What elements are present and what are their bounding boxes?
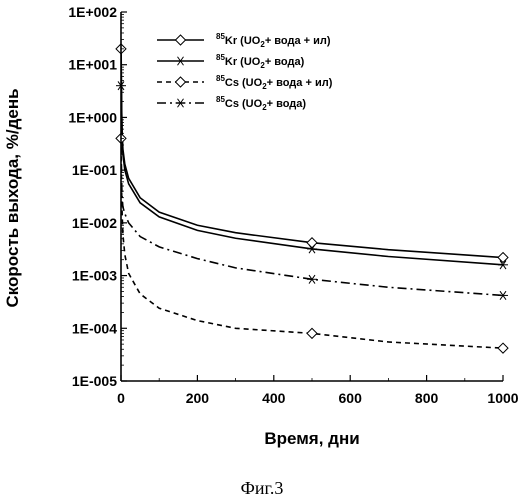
- series-4-point: [307, 275, 317, 284]
- legend: 85Kr (UO2+ вода + ил) 85Kr (UO2+ вода) 85C…: [157, 32, 333, 112]
- x-tick-label: 1000: [487, 390, 518, 406]
- series-3-point: [307, 328, 317, 338]
- x-ticks: 0 200 400 600 800 1000: [117, 375, 519, 406]
- figure-caption: Фиг.3: [241, 478, 284, 498]
- marker-layer: [116, 44, 508, 353]
- y-tick-label: 1E-002: [72, 215, 117, 231]
- legend-label-1: 85Kr (UO2+ вода + ил): [216, 32, 331, 49]
- series-3-point: [498, 343, 508, 353]
- legend-marker-4: [176, 99, 186, 108]
- legend-label-3: 85Cs (UO2+ вода + ил): [216, 74, 333, 91]
- legend-marker-1: [176, 35, 186, 45]
- x-tick-label: 800: [415, 390, 439, 406]
- legend-label-2: 85Kr (UO2+ вода): [216, 53, 305, 70]
- y-tick-label: 1E+000: [68, 109, 117, 125]
- series-1-point: [307, 238, 317, 248]
- legend-marker-3: [176, 77, 186, 87]
- x-axis-title: Время, дни: [264, 429, 359, 448]
- y-tick-label: 1E+001: [68, 57, 117, 73]
- legend-marker-2: [176, 57, 186, 66]
- legend-label-4: 85Cs (UO2+ вода): [216, 95, 306, 112]
- series-4-point: [498, 291, 508, 300]
- x-tick-label: 200: [186, 390, 210, 406]
- y-axis-title: Скорость выхода, %/день: [3, 88, 22, 307]
- series-layer: [121, 49, 503, 348]
- y-tick-label: 1E+002: [68, 4, 117, 20]
- y-tick-label: 1E-005: [72, 373, 117, 389]
- y-ticks: 1E-005 1E-004 1E-003 1E-002 1E-001 1E+000 1E+0…: [68, 4, 127, 389]
- series-line-4: [121, 145, 503, 295]
- y-tick-label: 1E-003: [72, 268, 117, 284]
- y-tick-label: 1E-001: [72, 162, 117, 178]
- series-1-point: [498, 253, 508, 263]
- x-tick-label: 600: [339, 390, 363, 406]
- x-tick-label: 0: [117, 390, 125, 406]
- y-tick-label: 1E-004: [72, 320, 117, 336]
- x-tick-label: 400: [262, 390, 286, 406]
